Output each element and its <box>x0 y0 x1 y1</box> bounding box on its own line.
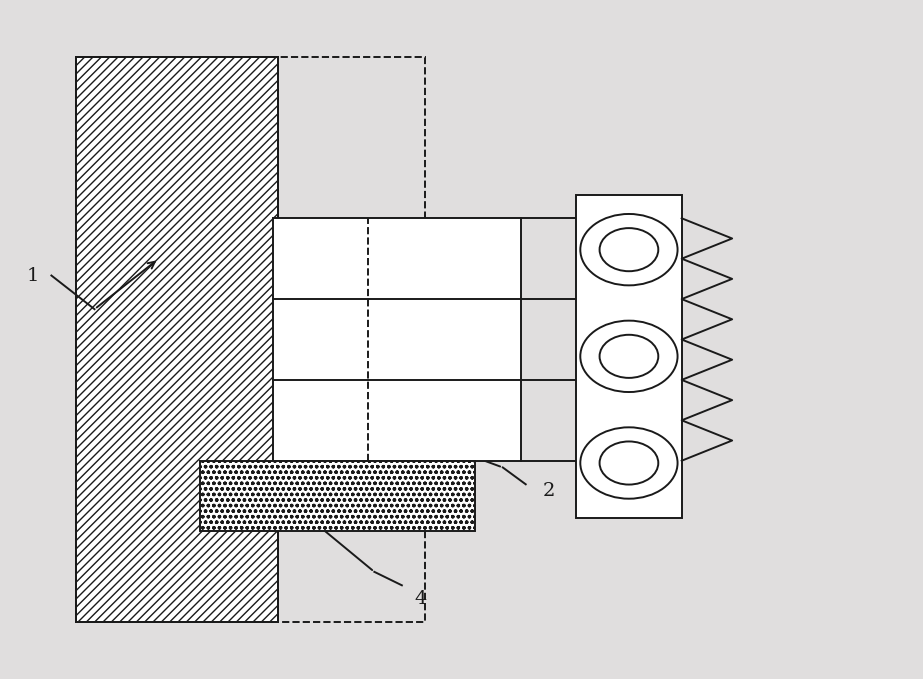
Bar <box>77 56 278 623</box>
Circle shape <box>581 320 677 392</box>
Circle shape <box>581 427 677 498</box>
Circle shape <box>600 228 658 271</box>
Circle shape <box>600 441 658 485</box>
Bar <box>576 195 682 518</box>
Text: 2: 2 <box>543 482 555 500</box>
Bar <box>273 218 521 461</box>
Circle shape <box>600 335 658 378</box>
Text: 1: 1 <box>27 267 40 285</box>
Text: 4: 4 <box>414 590 426 608</box>
Bar <box>200 461 475 532</box>
Circle shape <box>581 214 677 285</box>
Bar <box>77 56 278 623</box>
Bar <box>77 56 425 623</box>
